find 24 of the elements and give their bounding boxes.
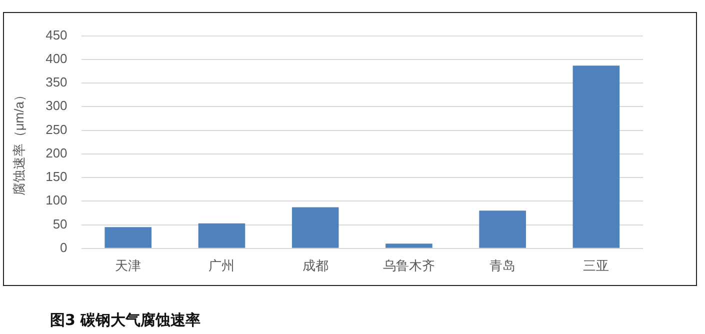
y-tick-label: 200 xyxy=(46,145,68,160)
bar xyxy=(104,227,152,248)
y-axis-title: 腐蚀速率（μm/a） xyxy=(11,88,26,196)
y-tick-label: 350 xyxy=(46,74,68,90)
y-tick-label: 300 xyxy=(46,98,68,114)
x-tick-label: 天津 xyxy=(115,258,142,273)
x-tick-label: 乌鲁木齐 xyxy=(382,258,435,273)
y-tick-label: 150 xyxy=(46,169,68,184)
text: 图3 碳钢大气腐蚀速率 xyxy=(50,311,201,330)
x-tick-label: 广州 xyxy=(208,258,235,273)
y-tick-label: 50 xyxy=(52,216,68,232)
bar xyxy=(198,223,246,248)
bar xyxy=(386,244,432,248)
x-tick-label: 青岛 xyxy=(490,258,516,273)
y-tick-label: 250 xyxy=(46,122,68,137)
bar xyxy=(479,210,526,248)
y-tick-label: 450 xyxy=(46,27,68,42)
bar xyxy=(572,66,620,248)
y-tick-label: 400 xyxy=(46,51,68,66)
y-tick-label: 0 xyxy=(60,240,68,255)
y-tick-label: 100 xyxy=(46,192,68,208)
x-tick-label: 成都 xyxy=(302,258,328,273)
x-tick-label: 三亚 xyxy=(583,258,610,273)
bar xyxy=(292,207,339,248)
